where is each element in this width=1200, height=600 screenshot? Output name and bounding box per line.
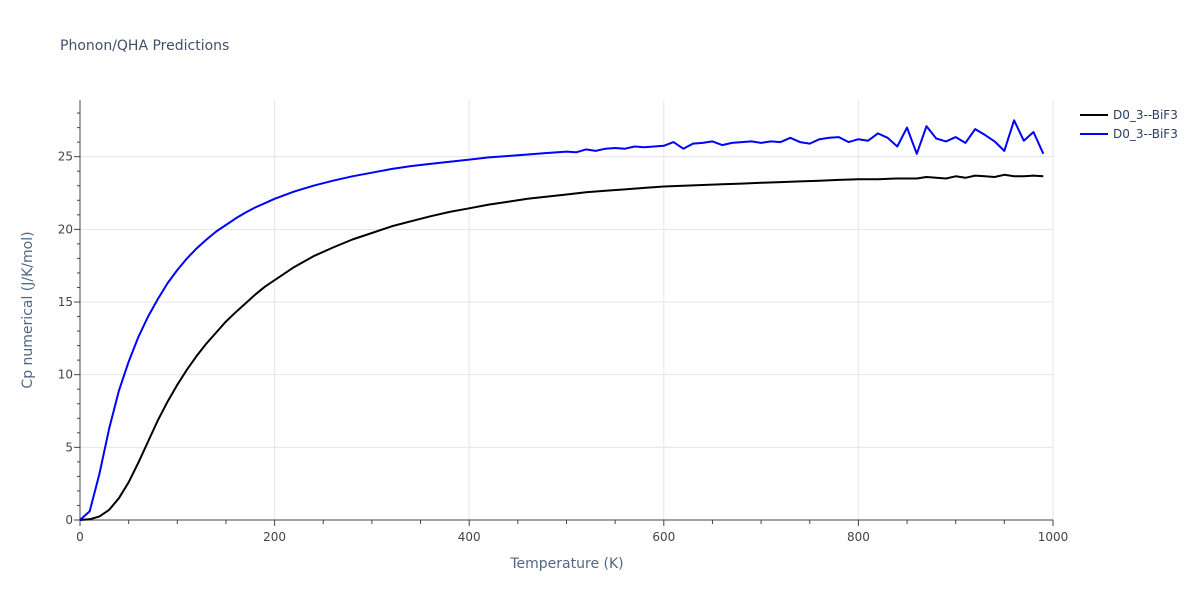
series-lines bbox=[79, 119, 1045, 521]
y-tick-label: 10 bbox=[58, 368, 73, 382]
y-tick-label: 20 bbox=[58, 222, 73, 236]
y-axis-title: Cp numerical (J/K/mol) bbox=[20, 231, 36, 388]
series-line-1 bbox=[79, 173, 1044, 521]
y-tick-label: 5 bbox=[65, 440, 73, 454]
legend-label: D0_3--BiF3 bbox=[1113, 108, 1178, 122]
y-tick-label: 0 bbox=[65, 513, 73, 527]
x-tick-label: 200 bbox=[263, 530, 286, 544]
y-tick-label: 15 bbox=[58, 295, 73, 309]
gridlines bbox=[80, 100, 1054, 520]
legend-label: D0_3--BiF3 bbox=[1113, 127, 1178, 141]
x-axis-title: Temperature (K) bbox=[509, 556, 623, 572]
x-tick-label: 0 bbox=[76, 530, 84, 544]
chart-title: Phonon/QHA Predictions bbox=[60, 38, 229, 54]
x-tick-label: 400 bbox=[458, 530, 481, 544]
legend-item-2[interactable]: D0_3--BiF3 bbox=[1080, 127, 1178, 141]
axes bbox=[74, 100, 1054, 526]
tick-labels: 0 200 400 600 800 1000 0 5 10 15 20 25 bbox=[58, 150, 1069, 544]
x-tick-label: 1000 bbox=[1038, 530, 1069, 544]
legend[interactable]: D0_3--BiF3 D0_3--BiF3 bbox=[1080, 108, 1178, 141]
legend-item-1[interactable]: D0_3--BiF3 bbox=[1080, 108, 1178, 122]
x-tick-label: 600 bbox=[652, 530, 675, 544]
y-tick-label: 25 bbox=[58, 150, 73, 164]
series-line-2 bbox=[79, 119, 1045, 521]
x-tick-label: 800 bbox=[847, 530, 870, 544]
